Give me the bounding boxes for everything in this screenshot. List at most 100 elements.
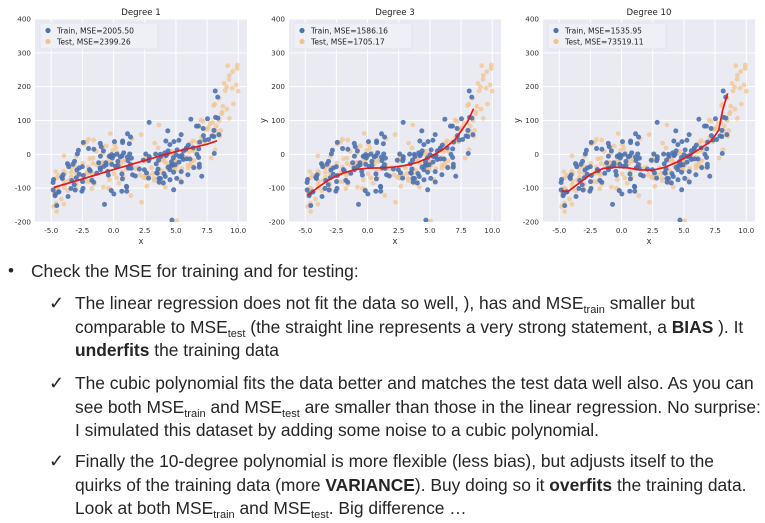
y-tick-label: 300 xyxy=(17,48,31,57)
train-point xyxy=(199,173,205,179)
test-point xyxy=(405,175,411,181)
train-point xyxy=(580,158,586,164)
test-point xyxy=(476,88,482,94)
test-point xyxy=(53,169,59,175)
test-point xyxy=(90,161,96,166)
train-point xyxy=(176,159,182,165)
test-point xyxy=(61,153,67,159)
train-point xyxy=(144,170,150,176)
train-point xyxy=(422,162,428,168)
train-point xyxy=(153,151,159,157)
test-point xyxy=(361,131,367,137)
test-point xyxy=(738,101,744,107)
test-point xyxy=(69,169,74,175)
train-point xyxy=(73,175,79,181)
train-point xyxy=(632,184,638,190)
train-point xyxy=(215,94,221,100)
chart-panel-1: -200 -100 0 100 200 300 400 -5.0 -2.5 0.0 2.5 5.0 7.… xyxy=(15,8,247,246)
train-point xyxy=(167,142,173,148)
test-point xyxy=(648,174,654,180)
train-point xyxy=(633,131,639,137)
test-point xyxy=(364,148,370,153)
test-point xyxy=(61,185,67,190)
test-point xyxy=(726,128,732,133)
legend-box xyxy=(547,22,667,50)
train-point xyxy=(345,146,351,152)
train-point xyxy=(654,119,660,125)
train-point xyxy=(628,140,634,146)
x-tick-label: 0.0 xyxy=(108,226,120,235)
test-point xyxy=(734,115,740,121)
test-point xyxy=(488,62,494,68)
train-point xyxy=(410,157,416,163)
train-point xyxy=(407,151,413,157)
train-point xyxy=(651,151,657,157)
test-point xyxy=(368,175,374,181)
train-point xyxy=(369,163,375,169)
train-point xyxy=(654,154,660,160)
train-point xyxy=(305,176,311,182)
test-point xyxy=(185,162,191,168)
y-tick-label: -200 xyxy=(269,218,286,227)
legend: Train, MSE=2005.50 Test, MSE=2399.26 xyxy=(39,22,159,50)
train-point xyxy=(216,132,222,138)
test-point xyxy=(416,184,422,190)
train-point xyxy=(171,139,177,145)
train-point xyxy=(80,185,86,191)
train-point xyxy=(432,179,438,185)
test-point xyxy=(738,69,744,75)
test-point xyxy=(428,218,433,222)
test-point xyxy=(479,63,485,69)
train-point xyxy=(193,123,199,129)
train-point xyxy=(86,146,92,152)
test-point xyxy=(615,131,621,137)
y-tick-label: -100 xyxy=(15,184,32,193)
train-point xyxy=(167,177,173,183)
train-point xyxy=(648,157,654,163)
test-point xyxy=(107,177,112,183)
train-point xyxy=(188,116,194,122)
train-point xyxy=(120,140,126,146)
train-point xyxy=(613,168,619,174)
train-point xyxy=(636,134,642,140)
train-point xyxy=(684,159,690,165)
test-point xyxy=(91,137,97,143)
train-point xyxy=(588,139,594,145)
chart-panel-2: -200 -100 0 100 200 300 400 -5.0 -2.5 0.0 2.5 5.0 7.… xyxy=(258,8,501,246)
test-point xyxy=(721,123,727,129)
y-tick-label: 100 xyxy=(271,116,285,125)
test-point xyxy=(87,156,93,162)
x-tick-label: 5.0 xyxy=(678,226,690,235)
test-point xyxy=(341,156,347,162)
train-point xyxy=(378,188,384,194)
train-point xyxy=(50,187,56,193)
test-point xyxy=(466,147,472,153)
train-point xyxy=(432,169,438,175)
x-tick-label: 2.5 xyxy=(139,226,150,235)
x-tick-label: 2.5 xyxy=(393,226,404,235)
train-point xyxy=(672,151,678,157)
plots-area: -200 -100 0 100 200 300 400 -5.0 -2.5 0.0 2.5 5.0 7.… xyxy=(0,0,765,255)
test-point xyxy=(488,66,494,71)
y-tick-label: 0 xyxy=(280,150,285,159)
test-point xyxy=(670,184,676,190)
test-point xyxy=(107,131,113,137)
train-point xyxy=(661,161,667,167)
train-point xyxy=(445,165,451,171)
train-point xyxy=(724,132,730,138)
train-point xyxy=(209,133,215,139)
test-point xyxy=(234,62,240,68)
train-point xyxy=(432,132,438,138)
train-point xyxy=(675,142,681,148)
train-point xyxy=(421,167,427,173)
x-tick-label: 0.0 xyxy=(616,226,628,235)
train-point xyxy=(97,153,103,159)
test-point xyxy=(151,175,157,181)
train-point xyxy=(105,172,111,178)
train-point xyxy=(378,184,384,190)
test-point xyxy=(222,88,228,94)
test-point xyxy=(218,128,224,133)
x-tick-label: 10.0 xyxy=(738,226,754,235)
train-point xyxy=(416,174,422,180)
train-point xyxy=(380,141,386,147)
